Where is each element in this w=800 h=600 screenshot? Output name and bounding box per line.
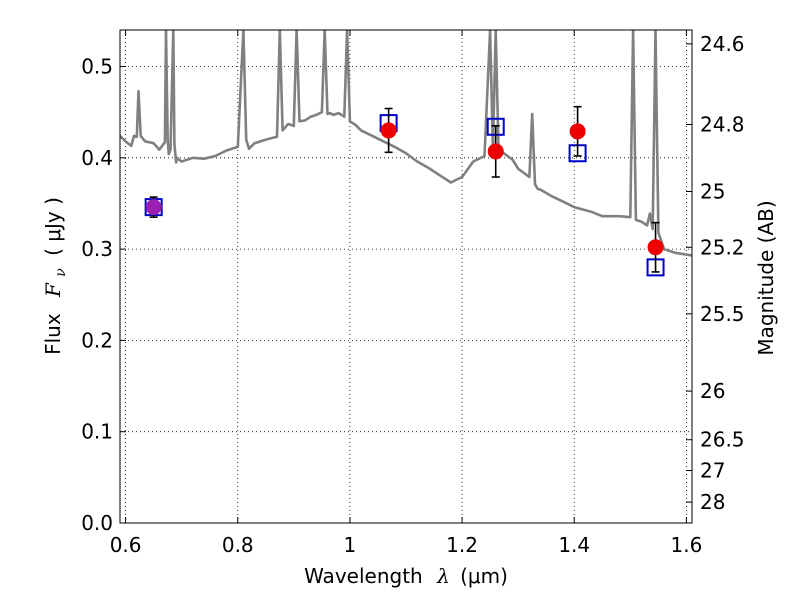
y-tick-label: 0.4: [81, 146, 113, 170]
x-tick-label: 1.2: [446, 533, 478, 557]
x-tick-label: 0.8: [222, 533, 254, 557]
x-axis-label: Wavelength λ (μm): [304, 564, 508, 588]
y2-tick-label: 25: [700, 180, 725, 204]
y2-tick-label: 25.5: [700, 302, 745, 326]
y2-tick-label: 26: [700, 379, 725, 403]
observed-flux-point: [647, 239, 664, 256]
x-tick-label: 1.6: [670, 533, 702, 557]
x-tick-label: 1.4: [558, 533, 590, 557]
y2-axis-label: Magnitude (AB): [754, 200, 778, 355]
y2-tick-label: 24.8: [700, 112, 745, 136]
y2-tick-label: 26.5: [700, 428, 745, 452]
y-tick-label: 0.3: [81, 237, 113, 261]
observed-flux-point: [380, 122, 397, 139]
y-tick-label: 0.2: [81, 328, 113, 352]
y-tick-label: 0.5: [81, 55, 113, 79]
data-layer: [120, 30, 692, 257]
observed-flux-point: [487, 143, 504, 160]
x-tick-label: 1: [344, 533, 357, 557]
y2-tick-label: 28: [700, 490, 725, 514]
x-tick-label: 0.6: [110, 533, 142, 557]
y2-tick-label: 27: [700, 459, 725, 483]
observed-flux-point: [145, 199, 162, 216]
observed-flux-point: [569, 123, 586, 140]
y-tick-label: 0.0: [81, 511, 113, 535]
spectrum-line: [120, 30, 692, 257]
plot-background: [120, 30, 692, 523]
y-tick-label: 0.1: [81, 420, 113, 444]
plot-frame: [119, 29, 693, 524]
y2-tick-label: 25.2: [700, 235, 745, 259]
ticks: 0.6 0.8 1 1.2 1.4 1.6 0.0 0.1 0.2 0.3 0.4 0.5 24.6 24…: [81, 30, 745, 557]
y-axis-label: Flux F ν ( μJy ): [41, 197, 70, 355]
y2-tick-label: 24.6: [700, 32, 745, 56]
marker-layer: [144, 105, 665, 277]
